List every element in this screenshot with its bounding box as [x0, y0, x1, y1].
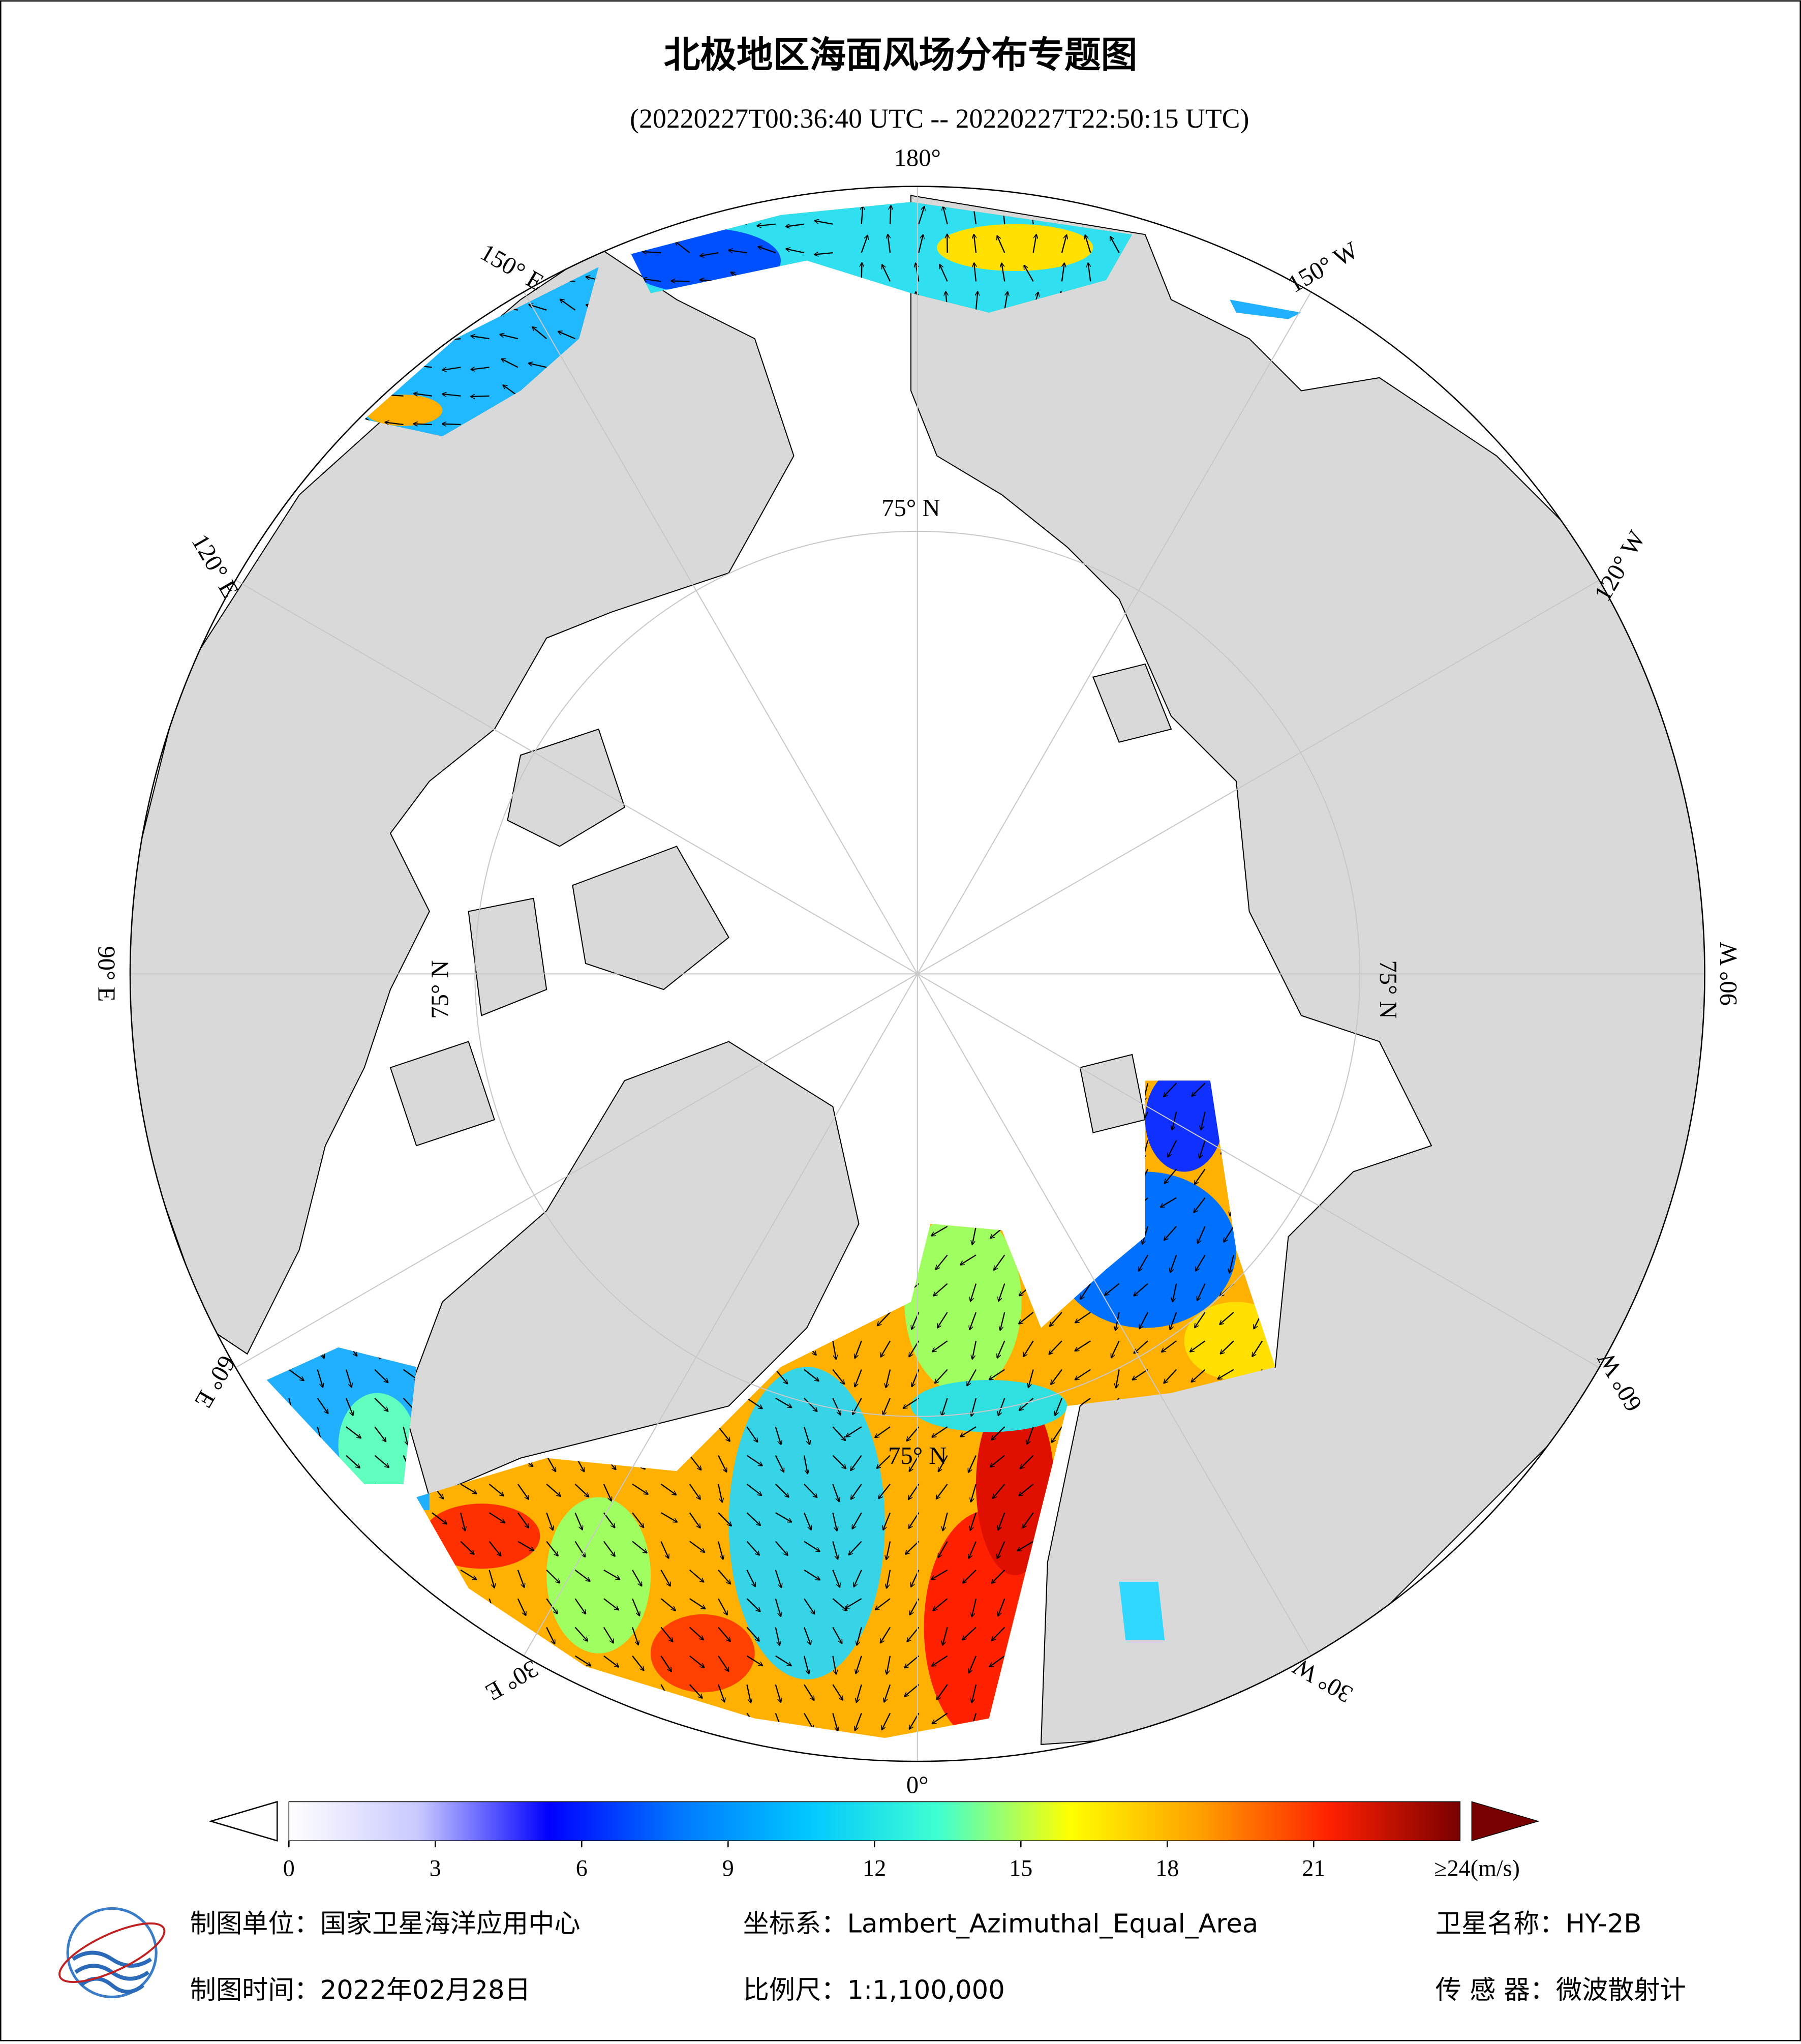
colorbar-tick-label: 0 — [283, 1855, 295, 1881]
wind-patch — [1119, 1582, 1165, 1640]
wind-arrow — [471, 396, 490, 397]
colorbar-tick-label: 21 — [1302, 1855, 1325, 1881]
colorbar-tick-label: 3 — [430, 1855, 441, 1881]
longitude-label: 0° — [906, 1771, 929, 1798]
colorbar-tick-label: 12 — [863, 1855, 886, 1881]
colorbar-tick-label: 9 — [722, 1855, 734, 1881]
footer-sensor: 传 感 器：微波散射计 — [1436, 1975, 1686, 2005]
footer-scale: 比例尺：1:1,100,000 — [743, 1975, 1005, 2005]
footer-satellite: 卫星名称：HY-2B — [1436, 1909, 1642, 1939]
wind-arrow — [442, 424, 461, 425]
footer-unit: 制图单位：国家卫星海洋应用中心 — [190, 1909, 581, 1939]
colorbar-tick-label: 15 — [1009, 1855, 1032, 1881]
colorbar-tick-label: 18 — [1155, 1855, 1179, 1881]
colorbar-tick-label: 6 — [576, 1855, 588, 1881]
latitude-label: 75° N — [1375, 960, 1402, 1018]
latitude-label: 75° N — [426, 960, 454, 1018]
footer-coords: 坐标系：Lambert_Azimuthal_Equal_Area — [743, 1909, 1259, 1939]
longitude-label: 90° W — [1715, 942, 1742, 1006]
footer-date: 制图时间：2022年02月28日 — [190, 1975, 531, 2005]
wind-arrow — [414, 424, 432, 425]
subtitle: (20220227T00:36:40 UTC -- 20220227T22:50… — [630, 103, 1249, 134]
latitude-label: 75° N — [888, 1442, 947, 1469]
wind-arrow — [890, 206, 891, 224]
colorbar-bar — [289, 1801, 1460, 1841]
latitude-label: 75° N — [881, 494, 940, 522]
title: 北极地区海面风场分布专题图 — [664, 34, 1138, 76]
longitude-label: 90° E — [93, 946, 120, 1002]
longitude-label: 180° — [894, 144, 941, 172]
colorbar-max-label: ≥24(m/s) — [1434, 1855, 1520, 1881]
